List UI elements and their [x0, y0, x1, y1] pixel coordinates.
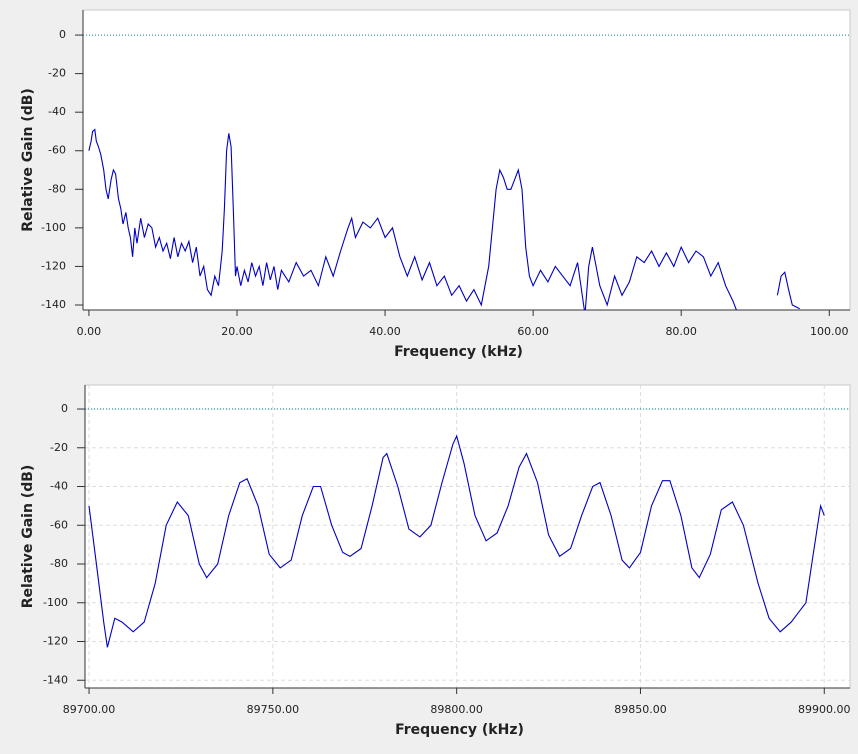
x-tick-label: 89750.00 [247, 703, 300, 716]
x-tick-label: 0.00 [77, 325, 102, 338]
y-tick-label: -60 [50, 518, 68, 531]
x-tick-label: 89850.00 [614, 703, 667, 716]
y-tick-label: -80 [50, 557, 68, 570]
y-axis-label: Relative Gain (dB) [20, 465, 36, 609]
x-tick-label: 20.00 [221, 325, 253, 338]
x-tick-label: 60.00 [517, 325, 549, 338]
plot-area [82, 9, 851, 311]
x-axis-label: Frequency (kHz) [395, 722, 524, 738]
x-tick-label: 40.00 [369, 325, 401, 338]
x-tick-label: 100.00 [810, 325, 849, 338]
y-tick-label: -60 [48, 144, 66, 157]
x-tick-label: 89800.00 [430, 703, 483, 716]
y-tick-label: -80 [48, 182, 66, 195]
y-tick-label: -20 [48, 67, 66, 80]
series-line [88, 434, 825, 648]
y-tick-label: -100 [41, 221, 66, 234]
y-tick-label: -40 [48, 105, 66, 118]
x-axis-label: Frequency (kHz) [394, 344, 523, 360]
y-tick-label: -140 [43, 673, 68, 686]
y-axis-label: Relative Gain (dB) [20, 88, 36, 232]
plot-area [84, 384, 851, 689]
y-tick-label: 0 [59, 28, 66, 41]
y-tick-label: -40 [50, 480, 68, 493]
y-tick-label: -20 [50, 441, 68, 454]
x-tick-label: 89700.00 [63, 703, 116, 716]
y-tick-label: -140 [41, 298, 66, 311]
series-line [88, 128, 800, 310]
y-tick-label: -100 [43, 596, 68, 609]
y-tick-label: -120 [41, 259, 66, 272]
x-tick-label: 89900.00 [798, 703, 851, 716]
y-tick-label: -120 [43, 635, 68, 648]
x-tick-label: 80.00 [665, 325, 697, 338]
y-tick-label: 0 [61, 402, 68, 415]
